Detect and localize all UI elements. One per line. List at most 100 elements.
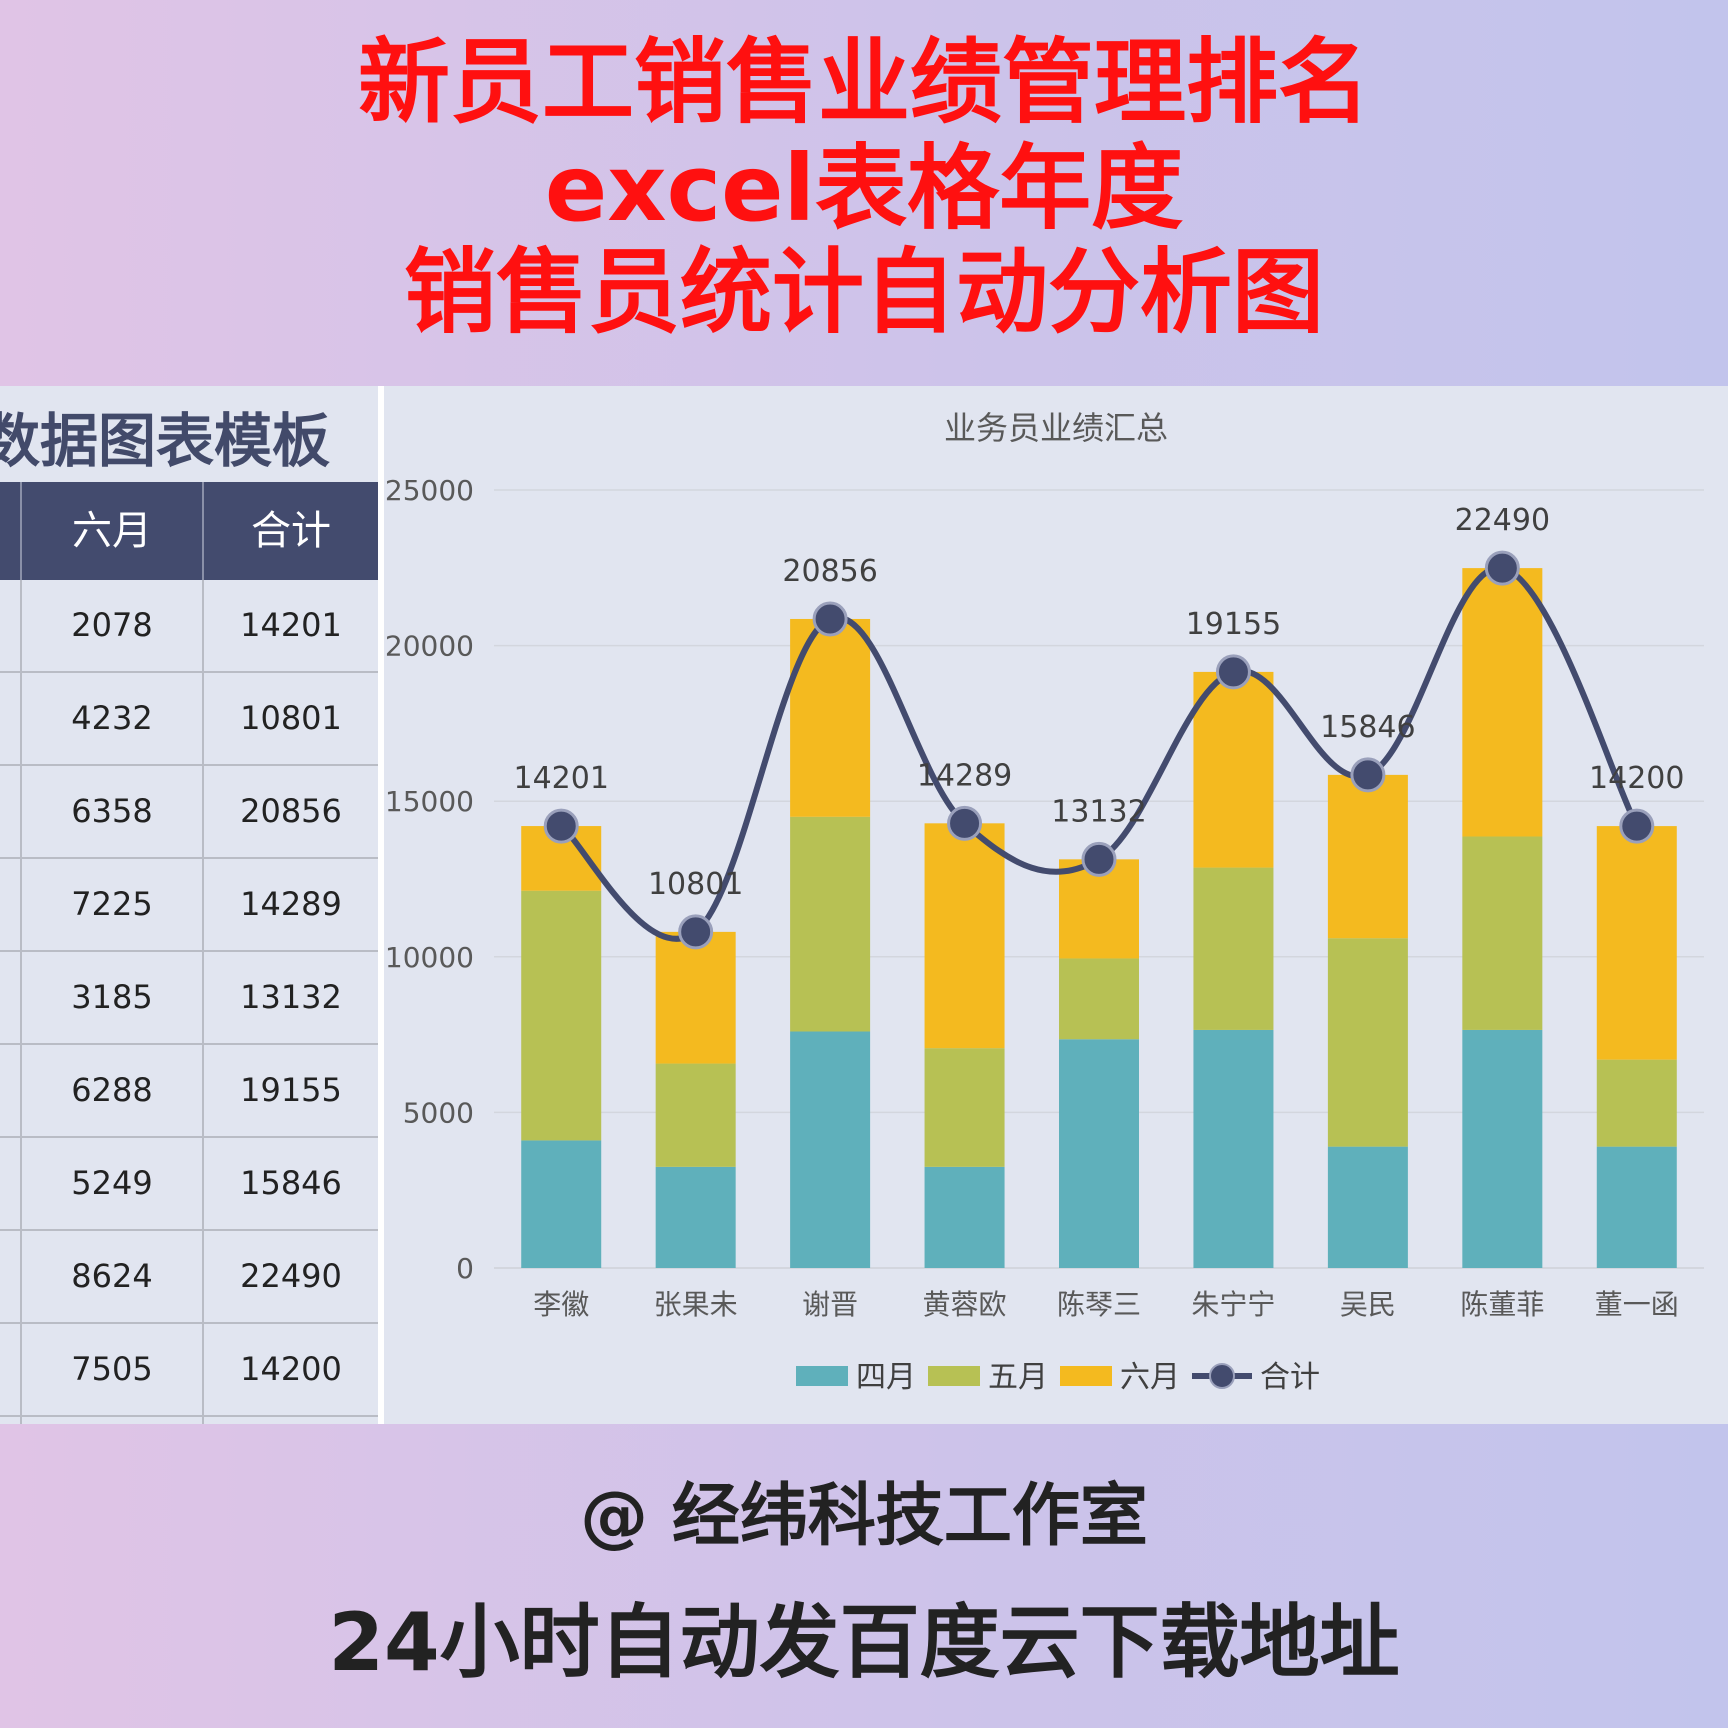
cell-june[interactable]: 3185	[71, 978, 153, 1016]
bar-segment[interactable]	[1059, 958, 1139, 1040]
y-tick-label: 0	[456, 1252, 474, 1285]
legend-label[interactable]: 六月	[1120, 1360, 1180, 1395]
total-data-label: 15846	[1320, 710, 1415, 745]
cell-total[interactable]: 14289	[240, 885, 342, 923]
x-tick-label: 谢晋	[802, 1288, 858, 1321]
cell-total[interactable]: 22490	[240, 1257, 342, 1295]
bar-segment[interactable]	[655, 931, 736, 1064]
legend-swatch	[796, 1366, 848, 1386]
cell-june[interactable]: 4232	[71, 699, 153, 737]
table-row[interactable]: 7225 14289	[0, 859, 378, 952]
table-row[interactable]: 5249 15846	[0, 1138, 378, 1231]
total-marker[interactable]	[1484, 550, 1520, 586]
total-marker[interactable]	[812, 601, 848, 637]
header-divider	[202, 482, 204, 580]
bar-segment[interactable]	[924, 1048, 1005, 1167]
y-tick-label: 25000	[385, 474, 474, 507]
chart-panel: 业务员业绩汇总 0 5000 10000 15000 20000 25000 李徽 张果未 谢…	[384, 386, 1728, 1424]
table-row[interactable]: 6358 20856	[0, 766, 378, 859]
cell-total[interactable]: 19155	[240, 1071, 342, 1109]
total-marker[interactable]	[947, 805, 983, 841]
bar-segment[interactable]	[1596, 826, 1677, 1060]
legend-swatch	[1060, 1366, 1112, 1386]
bar-segment[interactable]	[1596, 1146, 1677, 1268]
x-tick-label: 陈董菲	[1460, 1288, 1544, 1321]
table-row[interactable]: 4232 10801	[0, 673, 378, 766]
cell-june[interactable]: 8624	[71, 1257, 153, 1295]
table-row[interactable]: 8624 22490	[0, 1231, 378, 1324]
bar-segment[interactable]	[655, 1063, 736, 1167]
template-title: 数据图表模板	[0, 407, 331, 475]
total-marker[interactable]	[1619, 808, 1655, 844]
chart: 业务员业绩汇总 0 5000 10000 15000 20000 25000 李徽 张果未 谢…	[385, 409, 1704, 1395]
cell-june[interactable]: 7505	[71, 1350, 153, 1388]
cell-total[interactable]: 15846	[240, 1164, 342, 1202]
cell-june[interactable]: 6358	[71, 792, 153, 830]
bar-segment[interactable]	[1327, 774, 1408, 939]
total-marker[interactable]	[1215, 654, 1251, 690]
bar-segment[interactable]	[790, 816, 871, 1032]
bar-segment[interactable]	[1193, 1029, 1274, 1268]
bar-segment[interactable]	[1327, 1146, 1408, 1268]
total-marker[interactable]	[1081, 841, 1117, 877]
total-line	[543, 550, 1655, 950]
bar-segment[interactable]	[1193, 671, 1274, 868]
cell-total[interactable]: 13132	[240, 978, 342, 1016]
column-header-total[interactable]: 合计	[251, 508, 331, 554]
bar-segment[interactable]	[1462, 836, 1543, 1030]
bar-segment[interactable]	[924, 823, 1005, 1049]
y-tick-label: 5000	[403, 1096, 474, 1129]
bar-segment[interactable]	[655, 1166, 736, 1268]
column-header-june[interactable]: 六月	[72, 508, 152, 554]
bar-segment[interactable]	[1596, 1059, 1677, 1147]
cell-june[interactable]: 6288	[71, 1071, 153, 1109]
bar-segment[interactable]	[1462, 1029, 1543, 1268]
screenshot-panel: 数据图表模板 六月 合计 2078 14201 4232 10801 6358 20856…	[0, 386, 1728, 1424]
cell-total[interactable]: 14200	[240, 1350, 342, 1388]
cell-total[interactable]: 20856	[240, 792, 342, 830]
bar-segment[interactable]	[1059, 1039, 1139, 1268]
total-data-label: 22490	[1455, 503, 1550, 538]
total-data-label: 10801	[648, 867, 743, 902]
bar-segment[interactable]	[790, 1031, 871, 1268]
total-marker[interactable]	[1350, 757, 1386, 793]
table-row[interactable]: 3185 13132	[0, 952, 378, 1045]
data-labels: 14201 10801 20856 14289 13132 19155 15846 22490…	[514, 503, 1685, 902]
bar-segment[interactable]	[1193, 867, 1274, 1030]
x-tick-label: 陈琴三	[1057, 1288, 1141, 1321]
legend-label[interactable]: 四月	[856, 1360, 916, 1395]
bar-segment[interactable]	[790, 618, 871, 817]
table-row[interactable]: 7505 14200	[0, 1324, 378, 1417]
x-tick-label: 黄蓉欧	[923, 1288, 1007, 1321]
cell-total[interactable]: 10801	[240, 699, 342, 737]
cell-total[interactable]: 14201	[240, 606, 342, 644]
total-marker[interactable]	[678, 914, 714, 950]
total-data-label: 13132	[1051, 794, 1146, 829]
total-marker[interactable]	[543, 808, 579, 844]
legend: 四月 五月 六月 合计	[796, 1360, 1320, 1395]
y-tick-label: 20000	[385, 630, 474, 663]
table-row[interactable]: 2078 14201	[0, 580, 378, 673]
total-data-label: 14200	[1589, 761, 1684, 796]
cell-june[interactable]: 5249	[71, 1164, 153, 1202]
cell-june[interactable]: 2078	[71, 606, 153, 644]
table-header: 六月 合计	[0, 482, 378, 580]
headline-line-2: excel表格年度	[544, 135, 1184, 242]
bar-segment[interactable]	[521, 890, 602, 1141]
bar-segment[interactable]	[1462, 568, 1543, 837]
legend-swatch	[928, 1366, 980, 1386]
bar-segment[interactable]	[924, 1166, 1005, 1268]
cell-june[interactable]: 7225	[71, 885, 153, 923]
table-row[interactable]: 6288 19155	[0, 1045, 378, 1138]
y-tick-label: 15000	[385, 785, 474, 818]
legend-label[interactable]: 五月	[988, 1360, 1048, 1395]
bar-segment[interactable]	[1327, 938, 1408, 1147]
header-divider	[20, 482, 22, 580]
data-table-panel: 数据图表模板 六月 合计 2078 14201 4232 10801 6358 20856…	[0, 386, 378, 1424]
download-notice: 24小时自动发百度云下载地址	[328, 1596, 1400, 1689]
bar-segment[interactable]	[521, 1140, 602, 1268]
total-data-label: 20856	[782, 554, 877, 589]
bars	[521, 568, 1677, 1268]
total-data-label: 14201	[514, 761, 609, 796]
legend-label[interactable]: 合计	[1260, 1360, 1320, 1395]
